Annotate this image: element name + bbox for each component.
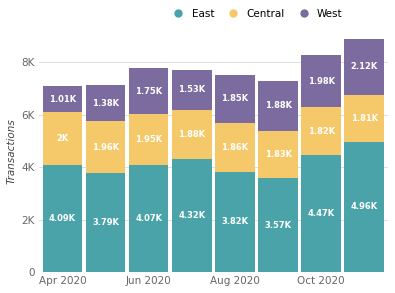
Text: 1.83K: 1.83K [265, 150, 292, 159]
Text: 3.82K: 3.82K [222, 217, 248, 226]
Bar [215, 172, 255, 272]
Text: 4.07K: 4.07K [135, 214, 162, 223]
Text: 1.96K: 1.96K [92, 142, 119, 151]
Bar [43, 165, 82, 272]
Bar [215, 75, 255, 123]
Text: 1.86K: 1.86K [221, 143, 248, 152]
Text: 1.95K: 1.95K [135, 135, 162, 144]
Text: 4.96K: 4.96K [351, 202, 378, 212]
Bar [215, 123, 255, 172]
Text: 1.88K: 1.88K [178, 130, 205, 139]
Bar [129, 114, 169, 165]
Bar [301, 55, 341, 107]
Text: 1.75K: 1.75K [135, 87, 162, 96]
Text: 4.47K: 4.47K [308, 209, 335, 218]
Bar [86, 173, 125, 272]
Bar [43, 113, 82, 165]
Text: 2K: 2K [56, 134, 68, 143]
Bar [129, 69, 169, 114]
Bar [129, 165, 169, 272]
Text: 1.53K: 1.53K [178, 85, 205, 94]
Bar [301, 155, 341, 272]
Legend: East, Central, West: East, Central, West [164, 5, 347, 23]
Bar [258, 131, 298, 178]
Text: 2.12K: 2.12K [351, 62, 378, 71]
Text: 3.79K: 3.79K [92, 218, 119, 227]
Text: 1.88K: 1.88K [265, 101, 292, 110]
Text: 1.01K: 1.01K [49, 95, 76, 104]
Bar [172, 110, 212, 159]
Text: 1.98K: 1.98K [308, 77, 335, 86]
Text: 1.82K: 1.82K [308, 127, 335, 136]
Bar [258, 178, 298, 272]
Bar [258, 81, 298, 131]
Bar [344, 142, 384, 272]
Bar [301, 107, 341, 155]
Y-axis label: Transactions: Transactions [7, 119, 17, 184]
Text: 3.57K: 3.57K [265, 221, 292, 230]
Bar [172, 69, 212, 110]
Text: 1.85K: 1.85K [221, 95, 248, 103]
Bar [172, 159, 212, 272]
Bar [86, 121, 125, 173]
Text: 4.32K: 4.32K [178, 211, 205, 220]
Bar [344, 95, 384, 142]
Text: 1.81K: 1.81K [351, 114, 378, 123]
Text: 4.09K: 4.09K [49, 214, 76, 223]
Bar [344, 39, 384, 95]
Bar [86, 85, 125, 121]
Text: 1.38K: 1.38K [92, 99, 119, 108]
Bar [43, 86, 82, 113]
